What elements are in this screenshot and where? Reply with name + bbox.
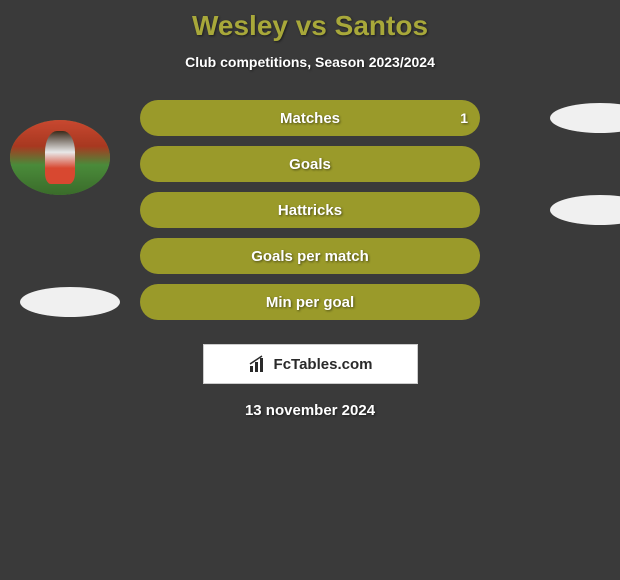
avatar-figure	[45, 131, 75, 184]
stat-pill: Matches 1	[140, 100, 480, 136]
stat-label: Matches	[280, 110, 340, 127]
value-bubble	[20, 287, 120, 317]
stat-row-hattricks: Hattricks	[140, 192, 480, 228]
stat-label: Goals	[289, 156, 331, 173]
stat-pill: Goals	[140, 146, 480, 182]
stats-area: Matches 1 Goals Hattricks Goals per matc…	[0, 100, 620, 419]
stat-row-goals: Goals	[140, 146, 480, 182]
stat-pill: Goals per match	[140, 238, 480, 274]
stat-label: Goals per match	[251, 248, 369, 265]
player-avatar	[10, 120, 110, 195]
logo-text: FcTables.com	[274, 356, 373, 373]
date-text: 13 november 2024	[245, 402, 375, 419]
main-container: Wesley vs Santos Club competitions, Seas…	[0, 0, 620, 580]
fctables-logo[interactable]: FcTables.com	[203, 344, 418, 384]
comparison-title: Wesley vs Santos	[192, 10, 428, 42]
value-bubble	[550, 195, 620, 225]
season-subtitle: Club competitions, Season 2023/2024	[185, 54, 435, 70]
stat-row-min-per-goal: Min per goal	[140, 284, 480, 320]
chart-icon	[248, 354, 268, 374]
stat-label: Min per goal	[266, 294, 354, 311]
avatar-background	[10, 120, 110, 195]
stat-row-goals-per-match: Goals per match	[140, 238, 480, 274]
value-bubble	[550, 103, 620, 133]
stat-value: 1	[460, 110, 468, 126]
stat-label: Hattricks	[278, 202, 342, 219]
stat-pill: Min per goal	[140, 284, 480, 320]
stat-row-matches: Matches 1	[140, 100, 480, 136]
stat-pill: Hattricks	[140, 192, 480, 228]
